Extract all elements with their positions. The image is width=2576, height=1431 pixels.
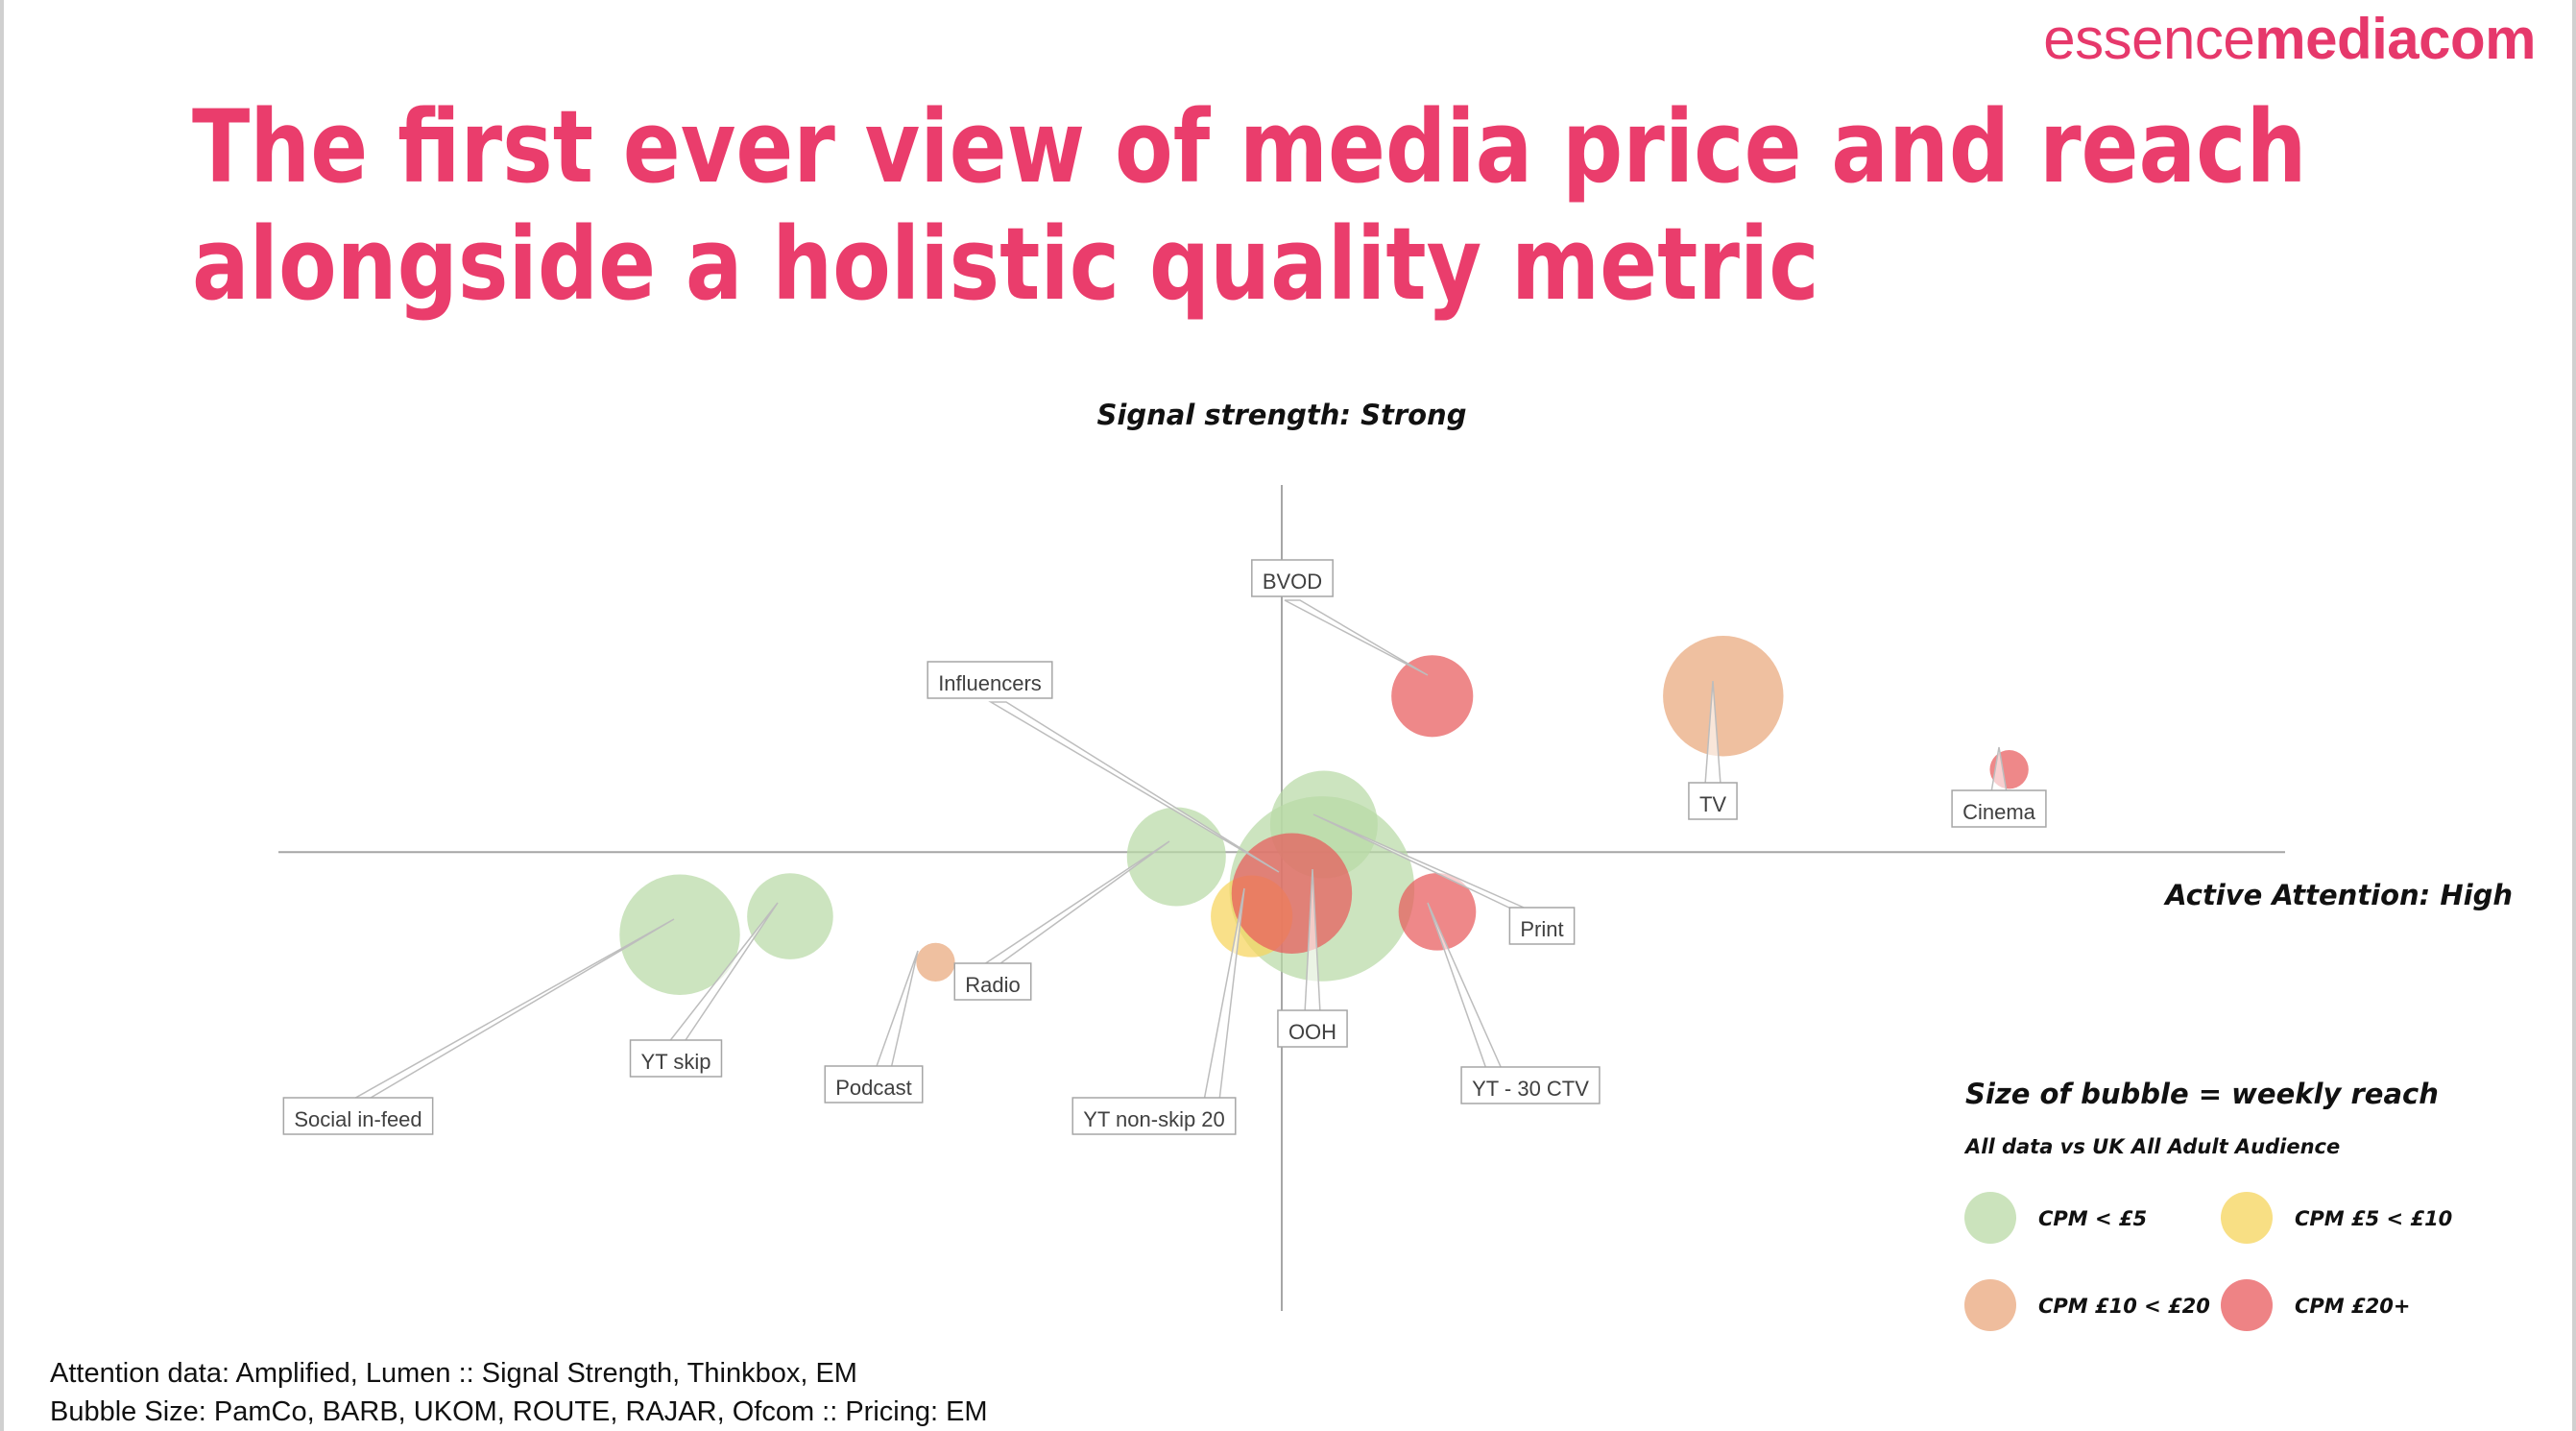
title-line-2: alongside a holistic quality metric <box>192 206 1819 323</box>
source-line-2: Bubble Size: PamCo, BARB, UKOM, ROUTE, R… <box>50 1396 988 1427</box>
bubble-radio <box>1126 807 1226 907</box>
data-label-print: Print <box>1520 917 1563 941</box>
bubble-yt-30-ctv <box>1398 873 1477 951</box>
data-label-box-tv <box>1688 782 1738 820</box>
legend-swatch-cpm-10-20 <box>1964 1279 2016 1331</box>
leader-line-radio <box>978 840 1170 967</box>
leader-line-bvod <box>1284 599 1429 676</box>
legend-title: Size of bubble = weekly reach <box>1965 1078 2439 1110</box>
data-label-radio: Radio <box>965 973 1020 997</box>
data-label-box-yt-non-skip-20 <box>1071 1097 1237 1135</box>
legend-swatch-cpm-20plus <box>2221 1279 2273 1331</box>
legend-label-cpm-5-10: CPM £5 < £10 <box>2295 1207 2452 1230</box>
data-label-bvod: BVOD <box>1263 570 1322 594</box>
data-label-box-ooh <box>1277 1009 1348 1048</box>
title-line-1: The first ever view of media price and r… <box>192 88 2307 206</box>
data-labels: Social in-feed YT skip Podcast Radio OOH Infl… <box>282 559 2047 1135</box>
bubble-print <box>1231 833 1353 954</box>
source-note: Attention data: Amplified, Lumen :: Sign… <box>50 1354 988 1431</box>
slide-title: The first ever view of media price and r… <box>192 88 2307 323</box>
legend-label-cpm-10-20: CPM £10 < £20 <box>2038 1295 2210 1318</box>
leader-lines <box>348 599 2008 1102</box>
data-label-box-influencers <box>927 661 1053 699</box>
legend-subtitle: All data vs UK All Adult Audience <box>1963 1135 2340 1158</box>
leader-line-podcast <box>874 950 919 1070</box>
x-axis-right-label: Active Attention: High <box>2163 879 2513 911</box>
data-label-box-cinema <box>1951 789 2047 828</box>
legend-swatch-cpm-lt5 <box>1964 1192 2016 1244</box>
bubble-yt-skip <box>747 873 833 959</box>
logo-text-essence: essence <box>2043 7 2255 71</box>
data-label-tv: TV <box>1699 792 1726 816</box>
data-label-yt-30-ctv: YT - 30 CTV <box>1472 1077 1589 1101</box>
brand-logo: essencemediacom <box>2043 6 2536 72</box>
bubble-bvod <box>1391 655 1474 738</box>
data-label-ooh: OOH <box>1288 1020 1336 1044</box>
data-label-influencers: Influencers <box>938 671 1042 695</box>
legend-label-cpm-20plus: CPM £20+ <box>2295 1295 2410 1318</box>
data-label-cinema: Cinema <box>1962 800 2036 824</box>
data-label-box-radio <box>953 962 1032 1001</box>
source-line-1: Attention data: Amplified, Lumen :: Sign… <box>50 1358 857 1389</box>
data-label-box-yt-skip <box>629 1039 723 1078</box>
legend-swatch-cpm-5-10 <box>2221 1192 2273 1244</box>
data-label-yt-non-skip-20: YT non-skip 20 <box>1083 1107 1225 1131</box>
data-label-podcast: Podcast <box>835 1076 912 1100</box>
leader-line-social-in-feed <box>348 918 675 1102</box>
data-label-box-podcast <box>824 1065 924 1104</box>
legend: Size of bubble = weekly reach All data vs… <box>1963 1078 2452 1331</box>
data-label-box-yt-30-ctv <box>1460 1066 1601 1104</box>
data-label-box-social-in-feed <box>282 1097 434 1135</box>
data-label-box-print <box>1508 907 1576 945</box>
bubble-social-in-feed <box>619 874 740 995</box>
bubble-podcast <box>916 942 955 982</box>
bubble-tv <box>1663 636 1784 757</box>
bubbles <box>619 636 2029 995</box>
legend-label-cpm-lt5: CPM < £5 <box>2038 1207 2147 1230</box>
data-label-box-bvod <box>1251 559 1334 597</box>
data-label-social-in-feed: Social in-feed <box>294 1107 421 1131</box>
leader-line-influencers <box>988 701 1280 873</box>
y-axis-top-label: Signal strength: Strong <box>1097 399 1467 431</box>
logo-text-mediacom: mediacom <box>2254 7 2536 71</box>
data-label-yt-skip: YT skip <box>641 1050 711 1074</box>
